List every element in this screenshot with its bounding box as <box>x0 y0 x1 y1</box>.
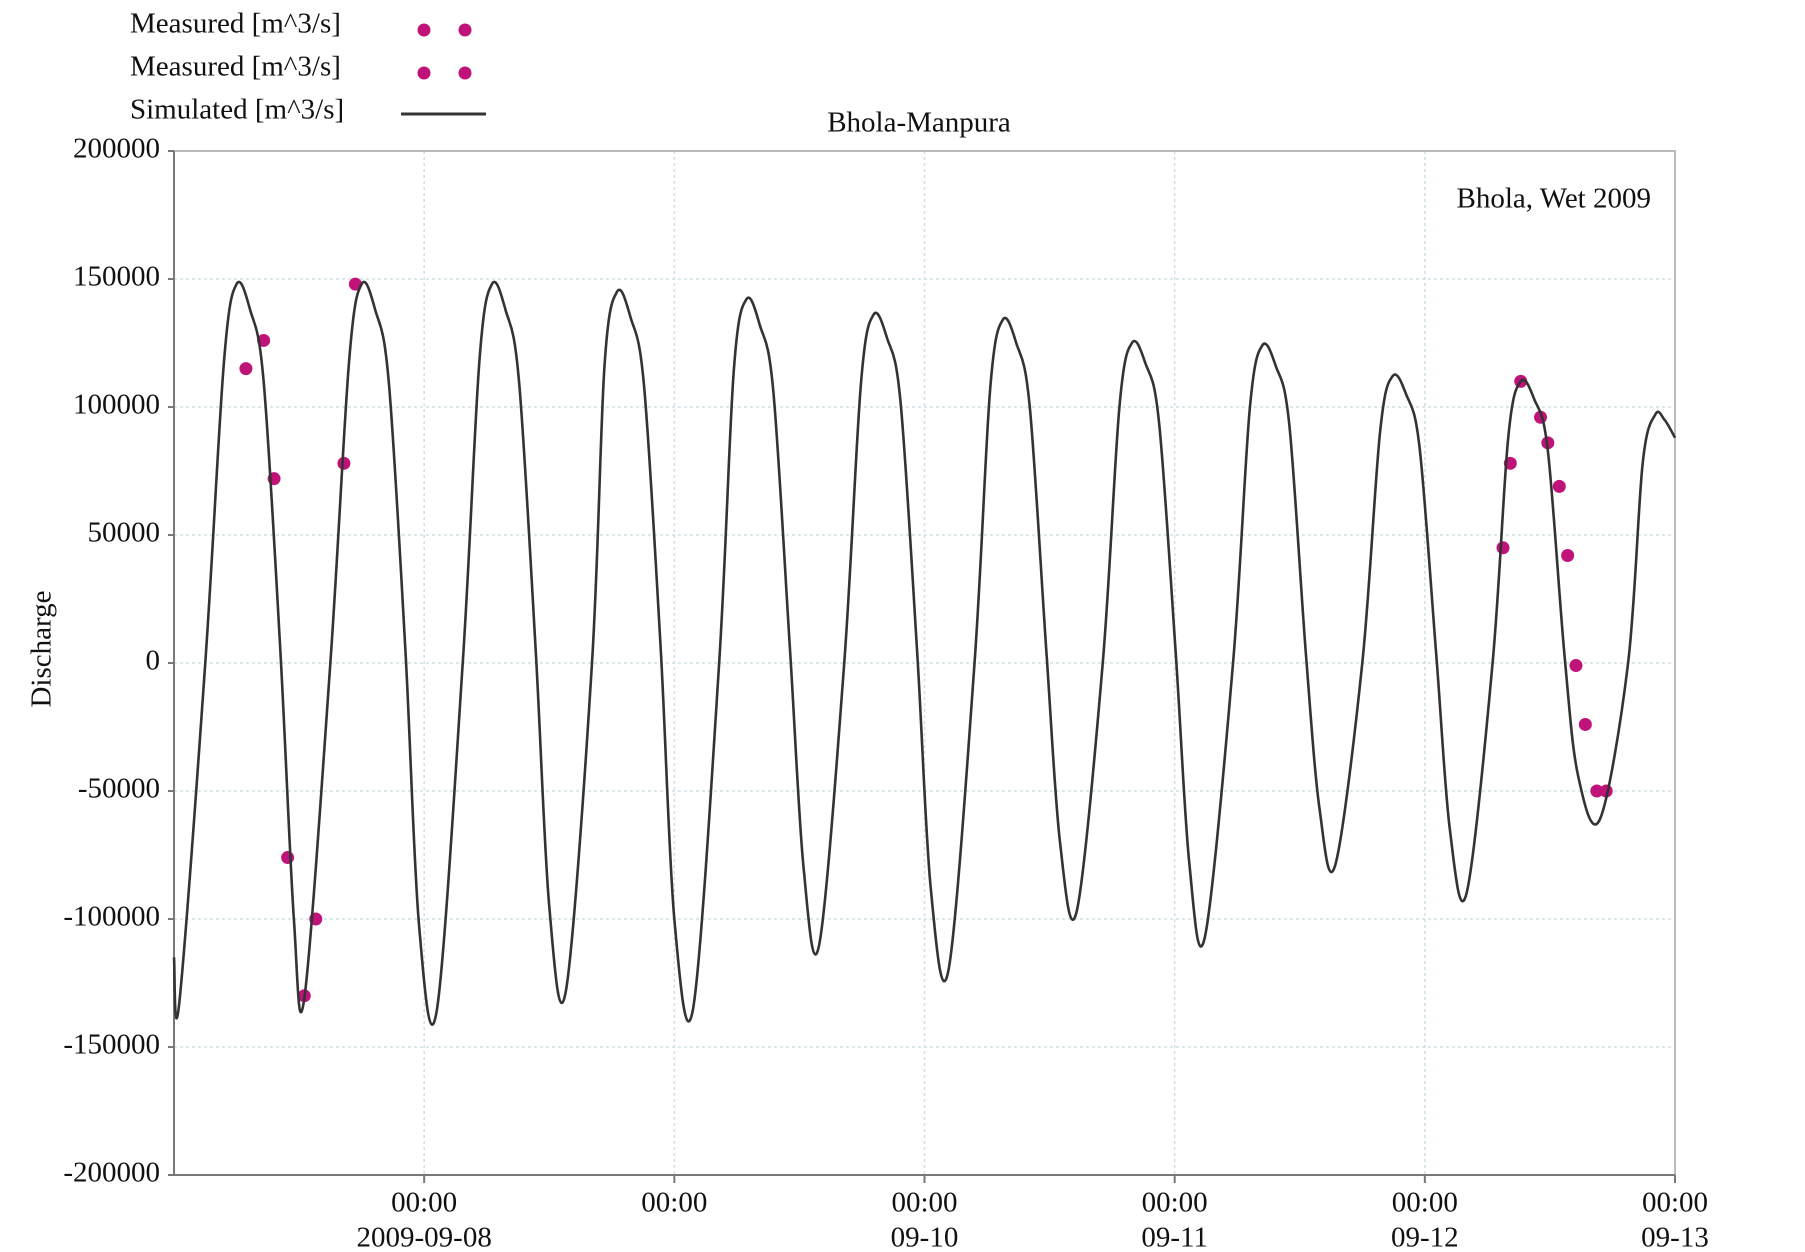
data-point <box>1578 717 1592 731</box>
x-tick-label: 00:00 <box>641 1187 707 1219</box>
data-point <box>1590 784 1604 798</box>
x-tick-label: 00:00 <box>1642 1187 1708 1219</box>
legend-marker <box>458 23 472 37</box>
y-tick-label: -200000 <box>63 1157 160 1189</box>
y-tick-label: 100000 <box>73 389 160 421</box>
y-tick-label: 0 <box>146 645 161 677</box>
chart-title: Bhola-Manpura <box>827 107 1011 139</box>
y-tick-label: -100000 <box>63 901 160 933</box>
data-point <box>239 362 253 376</box>
data-line <box>172 280 1677 1026</box>
x-tick-label: 00:00 <box>1392 1187 1458 1219</box>
y-tick-label: 150000 <box>73 261 160 293</box>
data-point <box>337 456 351 470</box>
y-tick-label: -150000 <box>63 1029 160 1061</box>
x-tick-label: 09-10 <box>891 1222 959 1252</box>
legend-marker <box>458 66 472 80</box>
legend: Measured [m^3/s] Measured [m^3/s] Simulate… <box>130 8 486 126</box>
data-point <box>1569 659 1583 673</box>
plot-area <box>172 277 1677 1026</box>
annotation: Bhola, Wet 2009 <box>1457 183 1651 215</box>
x-tick-label: 09-11 <box>1141 1222 1208 1252</box>
data-point <box>1561 548 1575 562</box>
data-point <box>281 851 295 865</box>
x-tick-label: 2009-09-08 <box>357 1222 492 1252</box>
data-point <box>1552 479 1566 493</box>
legend-label: Measured [m^3/s] <box>130 51 341 83</box>
legend-label: Measured [m^3/s] <box>130 8 341 40</box>
data-point <box>1496 541 1510 555</box>
y-tick-label: 200000 <box>73 133 160 165</box>
x-tick-label: 00:00 <box>1142 1187 1208 1219</box>
y-tick-label: -50000 <box>78 773 160 805</box>
x-tick-label: 00:00 <box>891 1187 957 1219</box>
y-axis-label: Discharge <box>26 590 58 707</box>
x-tick-label: 09-12 <box>1391 1222 1459 1252</box>
x-tick-label: 09-13 <box>1641 1222 1709 1252</box>
legend-marker <box>417 66 431 80</box>
x-tick-label: 00:00 <box>391 1187 457 1219</box>
legend-marker <box>417 23 431 37</box>
data-point <box>348 277 362 291</box>
legend-label: Simulated [m^3/s] <box>130 94 344 126</box>
y-tick-label: 50000 <box>88 517 161 549</box>
